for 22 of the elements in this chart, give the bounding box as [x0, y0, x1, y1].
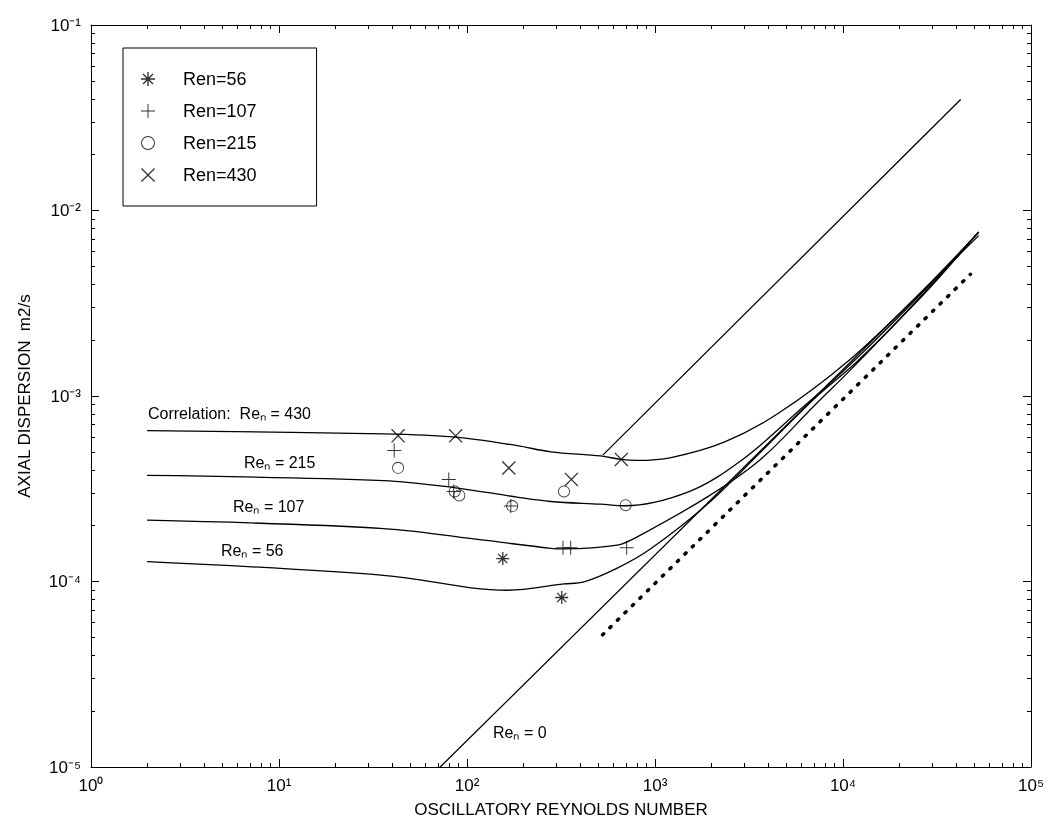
x-tick-label: 10⁴ — [829, 776, 857, 795]
annotation: Reₙ = 215 — [244, 453, 316, 471]
annotation: Correlation: Reₙ = 430 — [148, 404, 312, 422]
x-tick-label: 10³ — [642, 776, 668, 795]
annotation: Reₙ = 107 — [233, 497, 305, 515]
annotation: Reₙ = 0 — [493, 723, 547, 741]
annotation: Reₙ = 56 — [221, 541, 284, 559]
x-tick-label: 10² — [454, 776, 480, 795]
y-tick-label: 10⁻⁴ — [48, 572, 81, 591]
legend-label: Ren=215 — [183, 133, 257, 153]
legend-label: Ren=107 — [183, 101, 257, 121]
y-tick-label: 10⁻⁵ — [49, 757, 81, 777]
y-tick-label: 10⁻³ — [50, 386, 82, 406]
x-tick-label: 10⁰ — [78, 776, 104, 795]
legend-label: Ren=430 — [183, 165, 257, 185]
x-tick-label: 10⁵ — [1018, 776, 1044, 795]
y-tick-label: 10⁻¹ — [50, 15, 82, 35]
x-tick-label: 10¹ — [266, 776, 292, 795]
y-tick-label: 10⁻² — [50, 201, 82, 220]
x-axis-title: OSCILLATORY REYNOLDS NUMBER — [414, 800, 708, 819]
legend-label: Ren=56 — [183, 69, 247, 89]
y-axis-title: AXIAL DISPERSION m2/s — [15, 294, 34, 498]
